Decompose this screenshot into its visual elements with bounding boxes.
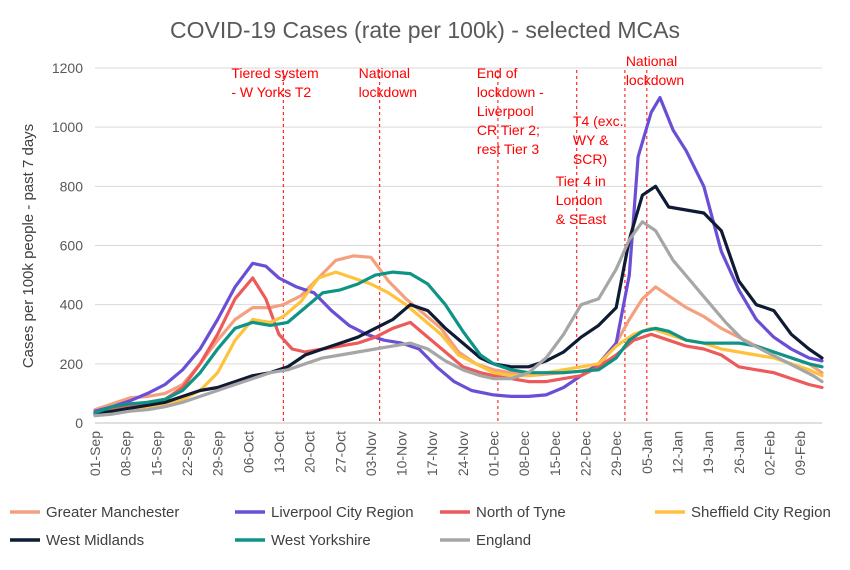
annotation-text: rest Tier 3 <box>477 141 539 157</box>
annotation-text: London <box>556 192 603 208</box>
x-tick-label: 06-Oct <box>240 431 256 473</box>
gridlines <box>95 67 822 424</box>
x-tick-label: 22-Dec <box>578 431 594 476</box>
x-tick-label: 29-Dec <box>608 431 624 476</box>
x-tick-label: 15-Sep <box>148 431 164 476</box>
x-tick-label: 29-Sep <box>210 431 226 476</box>
x-axis-ticks: 01-Sep 08-Sep 15-Sep 22-Sep 29-Sep 06-Oct 13-O… <box>87 431 808 476</box>
legend-label: Sheffield City Region <box>691 504 831 521</box>
series-line-1 <box>93 96 824 413</box>
x-tick-label: 17-Nov <box>424 431 440 476</box>
annotation-text: National <box>626 53 677 69</box>
annotation-text: National <box>359 65 410 81</box>
x-tick-label: 12-Jan <box>669 431 685 474</box>
x-tick-label: 02-Feb <box>761 431 777 476</box>
legend-label: North of Tyne <box>476 504 566 521</box>
y-tick-label: 0 <box>75 415 83 431</box>
annotation-text: T4 (exc. <box>573 113 624 129</box>
annotation-text: End of <box>477 65 518 81</box>
series-lines <box>93 96 824 418</box>
y-tick-label: 400 <box>60 297 84 313</box>
x-tick-label: 20-Oct <box>302 431 318 473</box>
x-tick-label: 08-Sep <box>118 431 134 476</box>
x-tick-label: 19-Jan <box>700 431 716 474</box>
y-tick-label: 1000 <box>52 119 83 135</box>
annotation-text: lockdown <box>626 72 684 88</box>
annotation-text: Liverpool <box>477 103 534 119</box>
annotation-text: - W Yorks T2 <box>231 84 311 100</box>
x-tick-label: 08-Dec <box>516 431 532 476</box>
x-tick-label: 13-Oct <box>271 431 287 473</box>
annotation-text: WY & <box>573 132 609 148</box>
legend-label: Greater Manchester <box>46 504 179 521</box>
legend-label: West Yorkshire <box>271 532 371 549</box>
x-tick-label: 24-Nov <box>455 431 471 476</box>
y-axis-label: Cases per 100k people - past 7 days <box>20 124 37 368</box>
x-tick-label: 27-Oct <box>332 431 348 473</box>
legend-label: Liverpool City Region <box>271 504 414 521</box>
annotation-text: lockdown - <box>477 84 544 100</box>
annotation-text: SCR) <box>573 151 607 167</box>
y-tick-label: 200 <box>60 356 84 372</box>
y-tick-label: 800 <box>60 178 84 194</box>
series-line-2 <box>93 276 824 415</box>
x-tick-label: 22-Sep <box>179 431 195 476</box>
series-line-4 <box>93 184 824 416</box>
legend-label: England <box>476 532 531 549</box>
annotation-text: lockdown <box>359 84 417 100</box>
y-axis-ticks: 0 200 400 600 800 1000 1200 <box>52 60 83 431</box>
annotation-text: & SEast <box>556 211 607 227</box>
y-tick-label: 600 <box>60 238 84 254</box>
series-line-5 <box>93 270 824 415</box>
chart-title: COVID-19 Cases (rate per 100k) - selecte… <box>170 17 680 43</box>
annotation-text: Tier 4 in <box>556 173 606 189</box>
legend-label: West Midlands <box>46 532 144 549</box>
series-line-6 <box>93 220 824 418</box>
annotation-text: Tiered system <box>231 65 318 81</box>
x-tick-label: 03-Nov <box>363 431 379 476</box>
x-tick-label: 09-Feb <box>792 431 808 476</box>
x-tick-label: 05-Jan <box>639 431 655 474</box>
x-tick-label: 01-Dec <box>486 431 502 476</box>
annotations: Tiered system - W Yorks T2 National lockdow… <box>231 53 684 423</box>
legend: Greater Manchester Liverpool City Region N… <box>10 504 831 549</box>
x-tick-label: 26-Jan <box>731 431 747 474</box>
x-tick-label: 15-Dec <box>547 431 563 476</box>
x-tick-label: 10-Nov <box>394 431 410 476</box>
annotation-text: CR Tier 2; <box>477 122 540 138</box>
y-tick-label: 1200 <box>52 60 83 76</box>
x-tick-label: 01-Sep <box>87 431 103 476</box>
